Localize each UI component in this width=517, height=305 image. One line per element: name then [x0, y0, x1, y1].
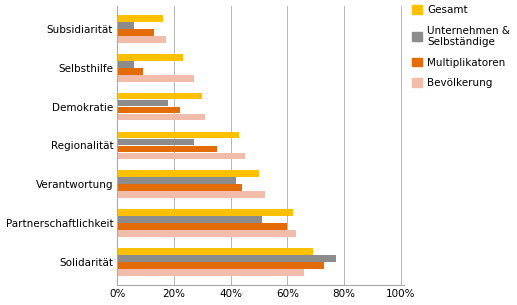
Bar: [117, 68, 143, 74]
Legend: Gesamt, Unternehmen &
Selbständige, Multiplikatoren, Bevölkerung: Gesamt, Unternehmen & Selbständige, Mult…: [412, 5, 510, 88]
Bar: [117, 36, 165, 43]
Bar: [117, 138, 194, 145]
Bar: [117, 114, 205, 120]
Bar: [117, 152, 245, 159]
Bar: [117, 255, 336, 262]
Bar: [117, 248, 313, 255]
Bar: [117, 269, 305, 276]
Bar: [117, 100, 169, 106]
Bar: [117, 15, 163, 22]
Bar: [117, 75, 194, 81]
Bar: [117, 230, 296, 237]
Bar: [117, 223, 287, 230]
Bar: [117, 132, 239, 138]
Bar: [117, 216, 262, 223]
Bar: [117, 145, 217, 152]
Bar: [117, 61, 134, 67]
Bar: [117, 192, 265, 198]
Bar: [117, 209, 293, 216]
Bar: [117, 185, 242, 191]
Bar: [117, 262, 324, 269]
Bar: [117, 22, 134, 29]
Bar: [117, 170, 259, 177]
Bar: [117, 29, 154, 36]
Bar: [117, 54, 183, 60]
Bar: [117, 93, 202, 99]
Bar: [117, 107, 180, 113]
Bar: [117, 178, 236, 184]
